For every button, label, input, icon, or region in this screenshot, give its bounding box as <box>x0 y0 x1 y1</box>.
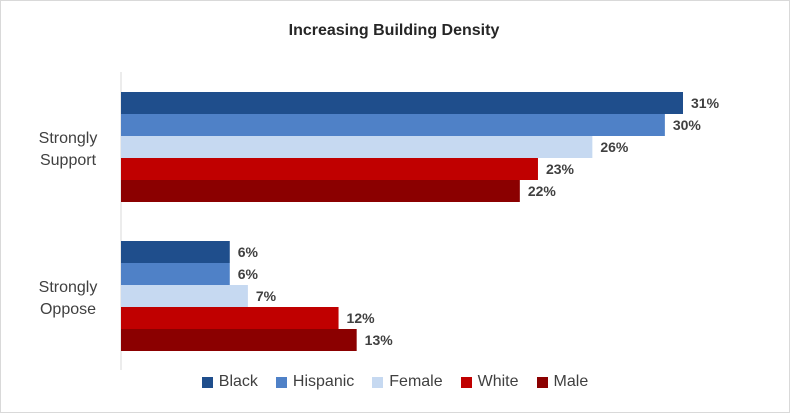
bar-hispanic-support <box>121 114 665 136</box>
legend-label: Male <box>553 373 589 390</box>
legend: Black Hispanic Female White Male <box>0 373 790 391</box>
value-label-hispanic-oppose: 6% <box>238 266 259 282</box>
legend-swatch <box>536 376 548 388</box>
legend-swatch <box>372 376 384 388</box>
category-label-line: Strongly <box>39 130 98 147</box>
value-label-female-support: 26% <box>600 139 629 155</box>
legend-item-hispanic: Hispanic <box>275 373 355 391</box>
legend-item-female: Female <box>372 373 443 391</box>
value-label-white-support: 23% <box>546 161 575 177</box>
value-label-female-oppose: 7% <box>256 288 277 304</box>
legend-swatch <box>201 376 213 388</box>
bar-hispanic-oppose <box>121 263 230 285</box>
value-label-hispanic-support: 30% <box>673 117 702 133</box>
bar-black-support <box>121 92 683 114</box>
bar-male-support <box>121 180 520 202</box>
bar-black-oppose <box>121 241 230 263</box>
legend-item-white: White <box>460 373 519 391</box>
bar-female-support <box>121 136 593 158</box>
legend-item-male: Male <box>536 373 589 391</box>
value-label-male-oppose: 13% <box>365 332 394 348</box>
legend-swatch <box>460 376 472 388</box>
legend-label: Hispanic <box>292 373 355 390</box>
chart-title: Increasing Building Density <box>288 22 500 39</box>
category-labels: Strongly Support Strongly Oppose <box>39 130 98 318</box>
legend-swatch <box>275 376 287 388</box>
bars-group: 31% 30% 26% 23% 22% 6% 6% 7% 12% 13% <box>121 92 720 351</box>
legend-label: White <box>477 373 519 390</box>
legend-item-black: Black <box>201 373 258 391</box>
category-label-line: Strongly <box>39 279 98 296</box>
bar-white-oppose <box>121 307 339 329</box>
bar-female-oppose <box>121 285 248 307</box>
value-label-white-oppose: 12% <box>347 310 376 326</box>
legend-label: Black <box>218 373 258 390</box>
category-label-line: Oppose <box>40 301 96 318</box>
value-label-male-support: 22% <box>528 183 557 199</box>
category-label-line: Support <box>40 152 97 169</box>
bar-white-support <box>121 158 538 180</box>
value-label-black-oppose: 6% <box>238 244 259 260</box>
value-label-black-support: 31% <box>691 95 720 111</box>
bar-male-oppose <box>121 329 357 351</box>
legend-label: Female <box>389 373 443 390</box>
